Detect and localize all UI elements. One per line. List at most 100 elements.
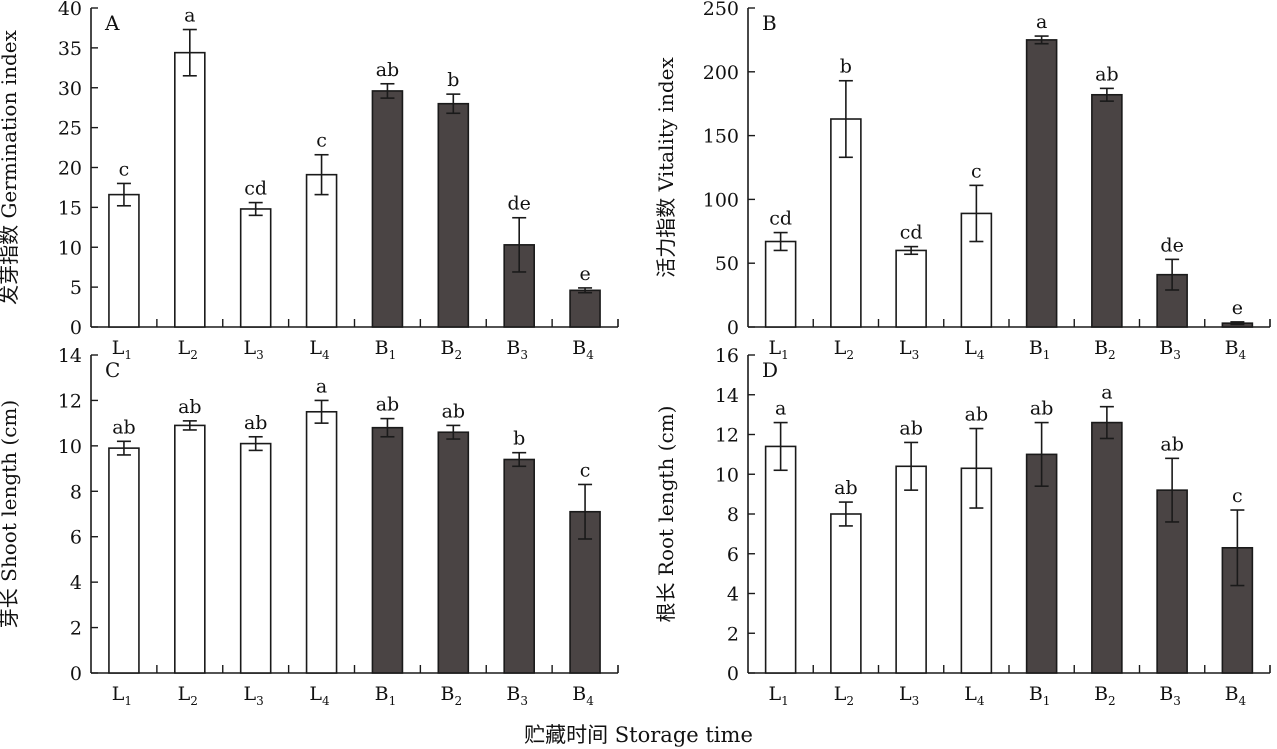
bar (569, 289, 601, 328)
x-tick-subscript: 1 (1043, 694, 1051, 708)
x-tick-label: B2 (1094, 683, 1116, 708)
y-tick-label: 14 (58, 345, 82, 367)
significance-label: ab (965, 404, 989, 426)
y-tick-label: 10 (715, 464, 739, 486)
y-tick-label: 5 (70, 277, 82, 299)
y-tick-label: 25 (58, 118, 82, 140)
y-tick-label: 200 (703, 62, 739, 84)
x-tick-subscript: 3 (912, 348, 920, 362)
x-tick-label: B1 (375, 683, 397, 708)
x-tick-label: B4 (1225, 683, 1247, 708)
y-tick-label: 2 (70, 618, 82, 640)
significance-label: ab (899, 417, 923, 439)
x-tick-subscript: 3 (256, 694, 264, 708)
x-tick-subscript: 2 (454, 694, 462, 708)
y-tick-label: 40 (58, 0, 82, 20)
y-tick-label: 6 (727, 544, 739, 566)
x-tick-label: L2 (834, 683, 854, 708)
y-tick-label: 15 (58, 197, 82, 219)
significance-label: b (840, 56, 852, 78)
y-tick-label: 10 (58, 436, 82, 458)
x-tick-subscript: 3 (520, 694, 528, 708)
y-tick-label: 8 (727, 504, 739, 526)
x-tick-label: L3 (899, 337, 919, 362)
x-tick-subscript: 2 (1108, 694, 1116, 708)
bar (437, 102, 470, 328)
y-axis-title: 活力指数 Vitality index (654, 57, 678, 278)
y-tick-label: 2 (727, 623, 739, 645)
x-tick-label: L3 (899, 683, 919, 708)
y-tick-label: 0 (727, 317, 739, 339)
bar (830, 513, 862, 674)
y-tick-label: 100 (703, 189, 739, 211)
significance-label: c (580, 459, 591, 481)
significance-label: b (447, 69, 459, 91)
significance-label: ab (442, 400, 466, 422)
significance-label: c (316, 130, 327, 152)
x-tick-subscript: 4 (977, 694, 985, 708)
bar (895, 465, 927, 674)
significance-label: ab (1030, 398, 1054, 420)
significance-label: de (507, 193, 530, 215)
bar (764, 240, 797, 328)
bar (1091, 421, 1123, 674)
x-tick-subscript: 1 (1043, 348, 1051, 362)
x-tick-label: L1 (112, 683, 132, 708)
bar (503, 458, 535, 674)
significance-label: a (1036, 11, 1047, 33)
panel-letter: C (105, 358, 120, 382)
x-tick-subscript: 2 (846, 694, 854, 708)
x-tick-label: L2 (178, 337, 198, 362)
x-tick-label: L4 (964, 337, 985, 362)
x-tick-subscript: 3 (912, 694, 920, 708)
x-tick-label: B2 (441, 337, 463, 362)
x-tick-label: L4 (309, 683, 330, 708)
x-tick-subscript: 2 (1108, 348, 1116, 362)
significance-label: ab (834, 477, 858, 499)
x-tick-subscript: 3 (1173, 694, 1181, 708)
x-tick-label: B3 (506, 337, 528, 362)
y-tick-label: 0 (70, 663, 82, 685)
significance-label: a (184, 5, 195, 27)
bar (174, 51, 206, 328)
y-tick-label: 150 (703, 126, 739, 148)
significance-label: ab (376, 59, 400, 81)
significance-label: ab (1160, 433, 1184, 455)
significance-label: cd (769, 208, 792, 230)
bar (305, 173, 338, 328)
x-tick-subscript: 4 (586, 348, 594, 362)
x-tick-subscript: 2 (846, 348, 854, 362)
significance-label: de (1160, 234, 1183, 256)
y-tick-label: 250 (703, 0, 739, 20)
significance-label: ab (1095, 63, 1119, 85)
y-tick-label: 4 (727, 584, 739, 606)
bar (174, 424, 206, 674)
x-tick-label: B4 (572, 337, 594, 362)
significance-label: c (971, 160, 982, 182)
x-tick-subscript: 4 (322, 694, 330, 708)
y-axis-title: 根长 Root length (cm) (654, 406, 678, 623)
significance-label: ab (376, 394, 400, 416)
x-tick-label: L2 (178, 683, 198, 708)
bar (437, 431, 470, 674)
bar (371, 90, 404, 328)
x-tick-label: L4 (964, 683, 985, 708)
bar (1091, 93, 1123, 328)
bar (895, 249, 927, 328)
bar (371, 426, 404, 674)
x-tick-subscript: 1 (781, 694, 789, 708)
x-tick-subscript: 1 (781, 348, 789, 362)
x-tick-subscript: 1 (389, 348, 397, 362)
x-tick-label: L2 (834, 337, 854, 362)
x-tick-subscript: 1 (124, 694, 132, 708)
x-tick-subscript: 2 (190, 694, 198, 708)
panel-letter: D (762, 358, 778, 382)
x-tick-subscript: 3 (520, 348, 528, 362)
y-tick-label: 10 (58, 237, 82, 259)
x-tick-subscript: 4 (322, 348, 330, 362)
significance-label: e (579, 263, 590, 285)
significance-label: a (1101, 382, 1112, 404)
x-axis-title: 贮藏时间 Storage time (524, 723, 753, 747)
